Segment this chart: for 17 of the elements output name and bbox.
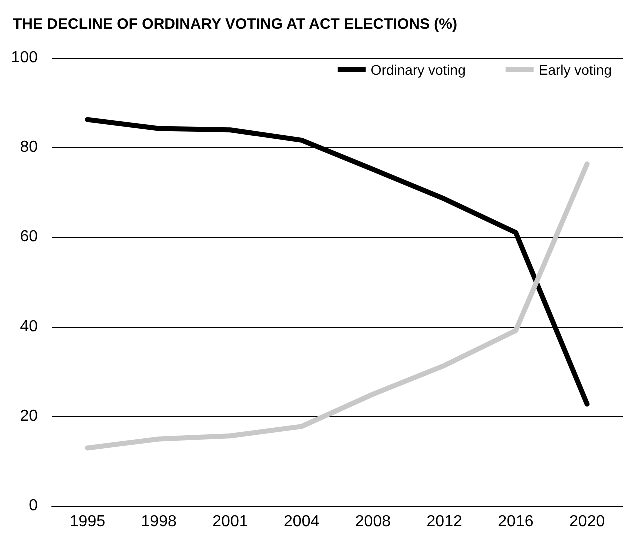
legend-label: Ordinary voting [370, 62, 466, 78]
y-tick-label: 0 [29, 498, 38, 514]
chart-title: THE DECLINE OF ORDINARY VOTING AT ACT ELECTIONS (%) [13, 16, 458, 33]
x-tick-label: 2001 [212, 514, 248, 530]
x-tick-label: 2008 [355, 514, 392, 530]
x-tick-label: 2020 [570, 514, 606, 530]
y-tick-label: 100 [11, 50, 38, 66]
y-tick-label: 40 [20, 318, 38, 336]
x-tick-label: 1995 [70, 514, 106, 530]
x-tick-label: 2012 [426, 514, 462, 530]
x-tick-label: 2004 [284, 514, 320, 530]
y-tick-label: 60 [20, 228, 38, 246]
x-tick-label: 1998 [141, 514, 177, 530]
x-tick-label: 2016 [498, 514, 534, 530]
y-tick-label: 20 [20, 408, 38, 425]
y-tick-label: 80 [20, 139, 38, 156]
legend-label: Early voting [538, 62, 612, 78]
